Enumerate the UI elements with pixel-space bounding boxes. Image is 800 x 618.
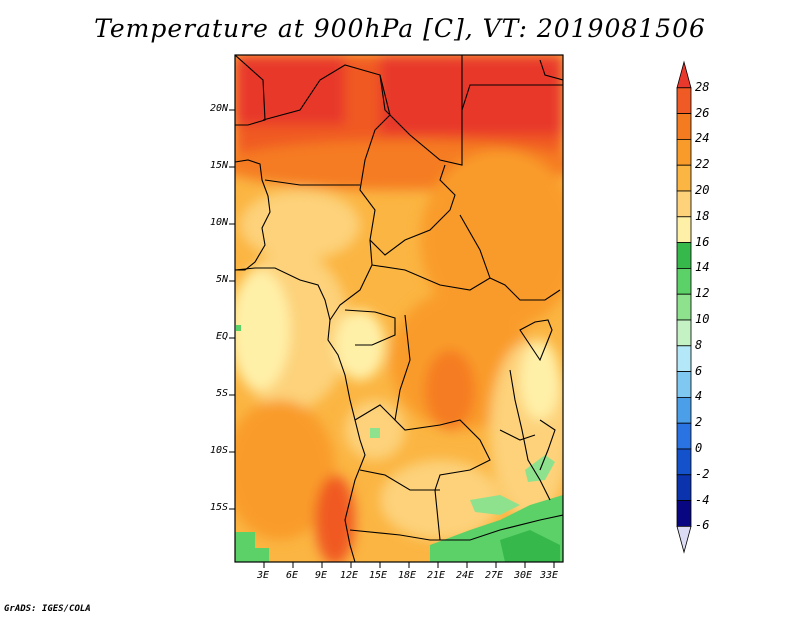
colorbar-swatch bbox=[676, 242, 692, 269]
colorbar-label: 10 bbox=[695, 312, 710, 326]
colorbar-swatch bbox=[676, 474, 692, 501]
colorbar-swatch bbox=[676, 138, 692, 166]
field-green-patches bbox=[235, 325, 563, 562]
lon-label-24e: 24E bbox=[456, 570, 475, 581]
colorbar-label: 14 bbox=[695, 260, 710, 275]
colorbar-swatch bbox=[676, 422, 692, 450]
field-north-28 bbox=[235, 55, 345, 125]
lon-label-21e: 21E bbox=[427, 570, 446, 581]
colorbar-label: 26 bbox=[695, 105, 710, 120]
colorbar-swatch bbox=[676, 371, 692, 398]
lat-label-10s: 10S bbox=[209, 445, 228, 456]
field-east-16 bbox=[520, 340, 560, 420]
lat-label-10n: 10N bbox=[209, 217, 228, 228]
lon-label-12e: 12E bbox=[340, 570, 359, 581]
colorbar-label: -6 bbox=[695, 518, 710, 533]
lat-label-5s: 5S bbox=[215, 388, 228, 399]
colorbar-swatch bbox=[676, 500, 692, 527]
colorbar-swatch bbox=[676, 164, 692, 192]
colorbar-label: 4 bbox=[695, 389, 703, 404]
lat-label-20n: 20N bbox=[209, 103, 228, 114]
lat-label-eq: EQ bbox=[215, 331, 228, 342]
colorbar-swatch bbox=[676, 113, 692, 140]
lon-label-33e: 33E bbox=[540, 570, 559, 581]
chart-title: Temperature at 900hPa [C], VT: 201908150… bbox=[94, 14, 706, 43]
colorbar-swatch bbox=[676, 319, 692, 347]
colorbar-swatch bbox=[676, 190, 692, 218]
field-north-28b bbox=[380, 55, 563, 135]
colorbar bbox=[676, 60, 692, 554]
colorbar-swatch bbox=[676, 267, 692, 295]
lon-label-18e: 18E bbox=[398, 570, 417, 581]
field-nw-18 bbox=[240, 190, 360, 260]
colorbar-label: 12 bbox=[695, 286, 710, 301]
lon-label-27e: 27E bbox=[485, 570, 504, 581]
colorbar-label: 20 bbox=[695, 183, 710, 197]
field-ocean-22 bbox=[235, 400, 335, 540]
lon-label-3e: 3E bbox=[257, 570, 270, 581]
lon-label-30e: 30E bbox=[514, 570, 533, 581]
lat-label-15n: 15N bbox=[209, 160, 228, 171]
lon-label-9e: 9E bbox=[315, 570, 328, 581]
colorbar-bottom-arrow bbox=[676, 526, 692, 554]
colorbar-label: 0 bbox=[695, 441, 703, 455]
colorbar-swatch bbox=[676, 448, 692, 476]
field-namibia-26 bbox=[315, 475, 355, 562]
axis-ticks bbox=[229, 109, 555, 568]
coastlines-borders bbox=[235, 55, 563, 562]
field-south-20 bbox=[380, 460, 500, 540]
colorbar-swatch bbox=[676, 87, 692, 115]
map-frame bbox=[234, 54, 564, 563]
field-center-26 bbox=[425, 350, 475, 430]
colorbar-label: 16 bbox=[695, 234, 710, 249]
field-west-16 bbox=[235, 270, 290, 390]
colorbar-swatch bbox=[676, 216, 692, 244]
colorbar-label: 28 bbox=[695, 79, 710, 94]
credit-text: GrADS: IGES/COLA bbox=[4, 604, 91, 614]
colorbar-label: 24 bbox=[695, 131, 710, 146]
field-east-24 bbox=[420, 150, 563, 330]
colorbar-swatch bbox=[676, 396, 692, 424]
lat-label-5n: 5N bbox=[215, 274, 228, 285]
colorbar-label: -2 bbox=[695, 466, 710, 481]
colorbar-label: 8 bbox=[695, 337, 703, 352]
lon-label-6e: 6E bbox=[286, 570, 299, 581]
colorbar-label: -4 bbox=[695, 492, 710, 507]
colorbar-label: 2 bbox=[695, 415, 703, 430]
colorbar-swatch bbox=[676, 345, 692, 372]
colorbar-label: 22 bbox=[695, 157, 710, 172]
colorbar-label: 6 bbox=[695, 363, 703, 378]
lon-label-15e: 15E bbox=[369, 570, 388, 581]
colorbar-top-arrow bbox=[676, 60, 692, 89]
colorbar-label: 18 bbox=[695, 208, 710, 223]
lat-label-15s: 15S bbox=[209, 502, 228, 513]
colorbar-swatch bbox=[676, 293, 692, 321]
